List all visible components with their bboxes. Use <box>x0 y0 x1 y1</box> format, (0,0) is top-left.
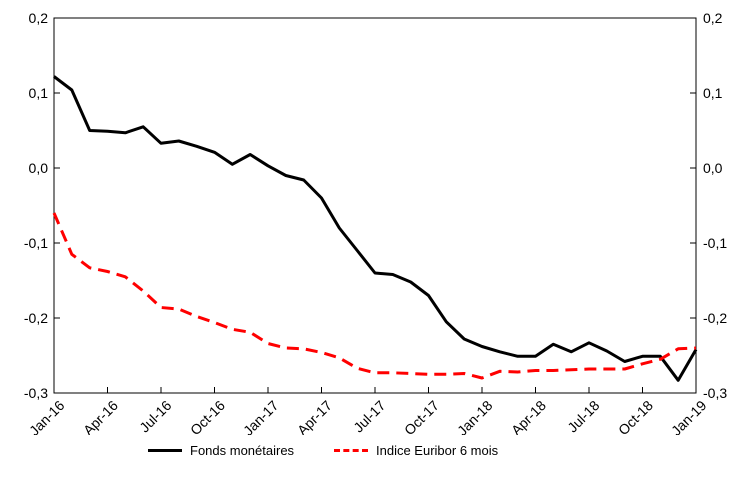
x-tick-label: Jul-17 <box>350 397 388 435</box>
y-axis-right: 0,2 0,1 0,0 -0,1 -0,2 -0,3 <box>690 10 727 401</box>
y-tick-label-right: -0,3 <box>703 385 727 401</box>
x-tick-label: Oct-16 <box>187 397 228 435</box>
series-line-1 <box>52 212 697 380</box>
legend-swatch-1 <box>334 448 368 452</box>
y-tick-label-left: -0,1 <box>24 235 48 251</box>
x-tick-label: Oct-18 <box>615 397 656 435</box>
y-tick-label-left: 0,2 <box>29 10 49 26</box>
x-tick-label: Jan-17 <box>240 397 282 435</box>
x-tick-label: Jul-18 <box>564 397 602 435</box>
legend-item-0: Fonds monétaires <box>148 438 294 462</box>
y-tick-label-right: 0,0 <box>703 160 723 176</box>
x-tick-label: Jul-16 <box>136 397 174 435</box>
legend-item-1: Indice Euribor 6 mois <box>334 438 498 462</box>
x-tick-label: Jan-16 <box>26 397 68 435</box>
series-layer <box>52 75 698 382</box>
plot-frame <box>53 17 697 394</box>
legend: Fonds monétaires Indice Euribor 6 mois <box>0 438 749 462</box>
legend-label-1: Indice Euribor 6 mois <box>376 442 499 458</box>
y-tick-label-left: 0,1 <box>29 85 49 101</box>
legend-swatch-0 <box>148 448 182 452</box>
x-tick-label: Apr-16 <box>80 397 121 435</box>
y-axis-left: 0,2 0,1 0,0 -0,1 -0,2 -0,3 <box>24 10 60 401</box>
x-tick-label: Apr-18 <box>508 397 549 435</box>
y-tick-label-right: 0,1 <box>703 85 723 101</box>
x-tick-label: Jan-18 <box>454 397 496 435</box>
x-tick-label: Jan-19 <box>668 397 710 435</box>
legend-label-0: Fonds monétaires <box>190 442 295 458</box>
y-tick-label-right: -0,1 <box>703 235 727 251</box>
plot-border <box>53 17 697 394</box>
x-tick-label: Oct-17 <box>401 397 442 435</box>
y-tick-label-left: 0,0 <box>29 160 49 176</box>
y-tick-label-left: -0,2 <box>24 310 48 326</box>
y-tick-label-right: -0,2 <box>703 310 727 326</box>
y-tick-label-right: 0,2 <box>703 10 723 26</box>
line-chart: 0,2 0,1 0,0 -0,1 -0,2 -0,3 0,2 0,1 0,0 -0,1 -0,2 -… <box>24 10 727 435</box>
x-tick-label: Apr-17 <box>294 397 335 435</box>
series-line-0 <box>53 75 698 382</box>
y-tick-label-left: -0,3 <box>24 385 48 401</box>
x-axis: Jan-16 Apr-16 Jul-16 Oct-16 Jan-17 Apr-17 Jul-… <box>26 387 710 435</box>
